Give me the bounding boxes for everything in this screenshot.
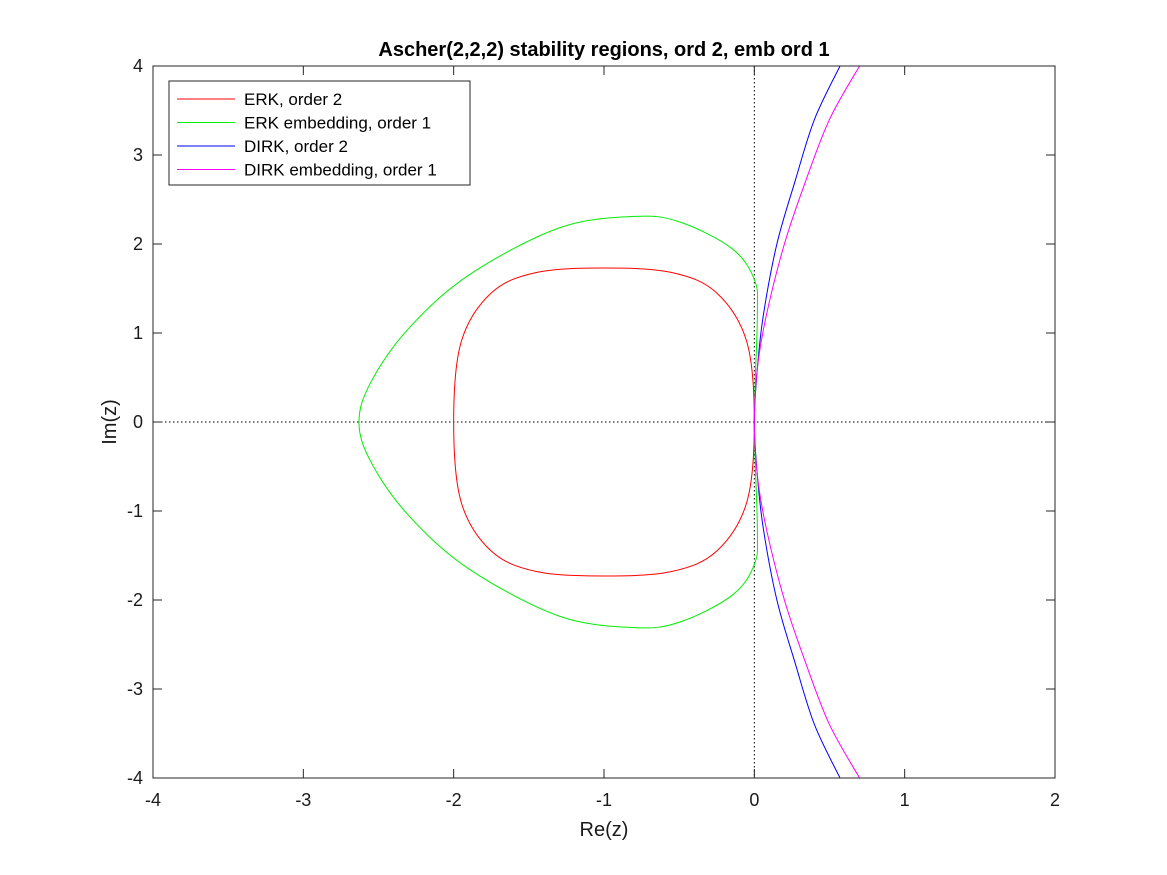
y-tick-label: 2: [133, 234, 143, 254]
y-axis-label: Im(z): [99, 399, 121, 445]
chart-title: Ascher(2,2,2) stability regions, ord 2, …: [378, 39, 829, 61]
x-tick-labels: -4 -3 -2 -1 0 1 2: [145, 790, 1060, 810]
x-tick-label: 0: [749, 790, 759, 810]
x-tick-label: -3: [295, 790, 311, 810]
series-layer: [358, 66, 861, 778]
plot-frame: [152, 65, 1056, 779]
legend-label-erk-order-2: ERK, order 2: [244, 90, 342, 109]
x-tick-label: 1: [900, 790, 910, 810]
y-tick-label: 0: [133, 412, 143, 432]
y-tick-label: -1: [127, 501, 143, 521]
series-line-erk-order-2: [453, 267, 755, 577]
legend-box: [168, 80, 471, 186]
x-tick-label: -4: [145, 790, 161, 810]
y-tick-label: 1: [133, 323, 143, 343]
x-tick-label: -2: [446, 790, 462, 810]
y-tick-label: 4: [133, 56, 143, 76]
legend-label-erk-embedding-order-1: ERK embedding, order 1: [244, 114, 431, 133]
series-line-dirk-embedding-order-1: [753, 66, 861, 778]
x-tick-label: 2: [1050, 790, 1060, 810]
y-tick-label: -2: [127, 590, 143, 610]
legend-label-dirk-order-2: DIRK, order 2: [244, 137, 348, 156]
y-tick-label: -4: [127, 768, 143, 788]
legend-label-dirk-embedding-order-1: DIRK embedding, order 1: [244, 161, 437, 180]
y-tick-label: -3: [127, 679, 143, 699]
legend-entries: ERK, order 2 ERK embedding, order 1 DIRK, …: [177, 90, 437, 180]
series-line-erk-embedding-order-1: [358, 215, 759, 629]
legend: ERK, order 2 ERK embedding, order 1 DIRK, …: [168, 80, 471, 186]
x-tick-label: -1: [596, 790, 612, 810]
x-axis-label: Re(z): [580, 819, 629, 841]
y-tick-label: 3: [133, 145, 143, 165]
y-tick-labels: -4 -3 -2 -1 0 1 2 3 4: [127, 56, 143, 788]
